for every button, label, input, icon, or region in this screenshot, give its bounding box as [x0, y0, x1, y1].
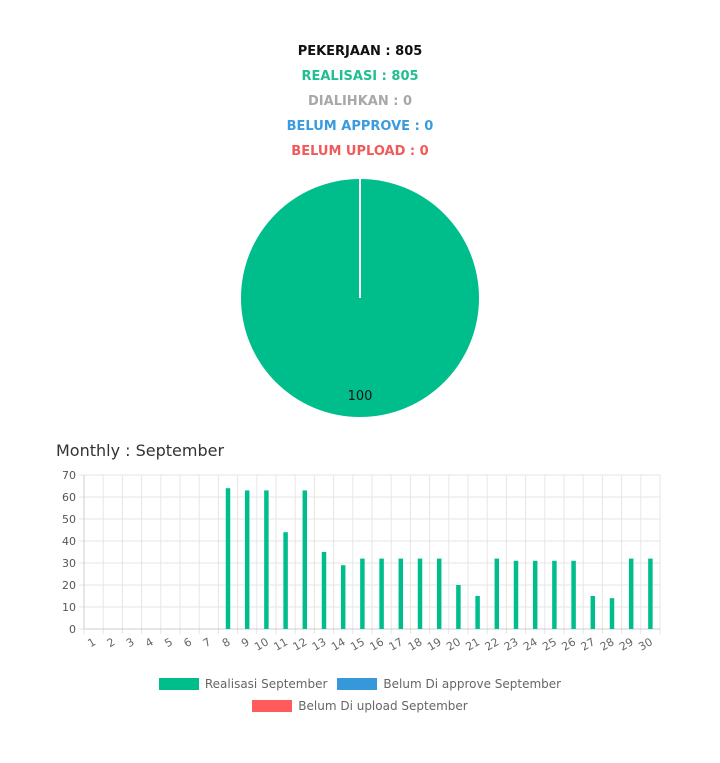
x-tick-label: 9 — [239, 635, 252, 650]
legend-item-approve[interactable]: Belum Di approve September — [337, 677, 561, 691]
x-tick-label: 19 — [425, 635, 444, 653]
x-tick-label: 29 — [617, 635, 636, 653]
legend-label-approve: Belum Di approve September — [383, 677, 562, 691]
x-tick-label: 23 — [502, 635, 521, 653]
bar[interactable] — [552, 560, 557, 629]
legend-label-upload: Belum Di upload September — [298, 699, 468, 713]
legend-label-realisasi: Realisasi September — [204, 677, 328, 691]
realisasi-total: REALISASI : 805 — [301, 69, 419, 84]
x-tick-label: 20 — [444, 635, 463, 653]
bar[interactable] — [225, 488, 231, 629]
bar[interactable] — [321, 552, 327, 629]
x-tick-label: 6 — [182, 635, 195, 650]
x-tick-label: 13 — [310, 635, 329, 653]
legend-swatch-approve — [337, 678, 378, 690]
y-tick-label: 30 — [62, 557, 76, 570]
pie-value-label: 100 — [348, 389, 373, 404]
bar[interactable] — [513, 560, 519, 629]
x-tick-label: 11 — [271, 635, 290, 653]
legend-swatch-upload — [252, 700, 293, 712]
bar[interactable] — [436, 558, 442, 629]
bar[interactable] — [571, 560, 576, 629]
y-tick-label: 50 — [62, 513, 76, 526]
bar[interactable] — [264, 490, 269, 629]
x-tick-label: 26 — [559, 635, 578, 653]
bar[interactable] — [628, 558, 634, 629]
bar[interactable] — [648, 558, 653, 629]
chart-legend: Realisasi September Belum Di approve Sep… — [0, 673, 720, 717]
x-tick-label: 4 — [143, 635, 156, 650]
dialihkan-total: DIALIHKAN : 0 — [308, 94, 412, 109]
x-tick-label: 30 — [636, 635, 655, 653]
bar[interactable] — [360, 558, 365, 629]
bar[interactable] — [532, 560, 538, 629]
x-tick-label: 5 — [162, 635, 175, 650]
bar[interactable] — [302, 490, 308, 629]
belum-upload-total: BELUM UPLOAD : 0 — [291, 144, 429, 159]
bar[interactable] — [475, 596, 480, 629]
pie-chart: 100 — [241, 179, 479, 417]
x-tick-label: 12 — [291, 635, 310, 653]
x-tick-label: 27 — [579, 635, 598, 653]
x-tick-label: 10 — [252, 635, 271, 653]
legend-item-upload[interactable]: Belum Di upload September — [252, 699, 468, 713]
x-tick-label: 7 — [201, 635, 214, 650]
stats-summary: PEKERJAAN : 805 REALISASI : 805 DIALIHKA… — [0, 42, 720, 167]
x-tick-label: 22 — [483, 635, 502, 653]
bar[interactable] — [590, 596, 596, 629]
bar[interactable] — [494, 558, 500, 629]
y-tick-label: 10 — [62, 601, 76, 614]
x-tick-label: 15 — [348, 635, 367, 653]
bar[interactable] — [244, 490, 250, 629]
bar[interactable] — [417, 558, 423, 629]
x-tick-label: 25 — [540, 635, 559, 653]
bar[interactable] — [379, 558, 384, 629]
x-tick-label: 2 — [105, 635, 118, 650]
legend-item-realisasi[interactable]: Realisasi September — [158, 677, 328, 691]
y-tick-label: 60 — [62, 491, 76, 504]
monthly-title: Monthly : September — [56, 441, 225, 460]
x-tick-label: 3 — [124, 635, 137, 650]
legend-swatch-realisasi — [158, 678, 199, 690]
bar[interactable] — [456, 585, 461, 629]
x-tick-label: 14 — [329, 635, 348, 653]
y-tick-label: 40 — [62, 535, 76, 548]
belum-approve-total: BELUM APPROVE : 0 — [286, 119, 434, 134]
pekerjaan-total: PEKERJAAN : 805 — [297, 44, 423, 59]
x-tick-label: 16 — [367, 635, 386, 653]
bar[interactable] — [609, 598, 615, 629]
x-tick-label: 8 — [220, 635, 233, 650]
x-tick-label: 24 — [521, 635, 540, 653]
bar[interactable] — [398, 558, 404, 629]
x-tick-label: 18 — [406, 635, 425, 653]
x-tick-label: 1 — [86, 635, 99, 650]
x-tick-label: 28 — [598, 635, 617, 653]
y-tick-label: 0 — [69, 623, 76, 636]
x-tick-label: 17 — [387, 635, 406, 653]
bar[interactable] — [340, 565, 346, 629]
x-tick-label: 21 — [463, 635, 482, 653]
bar[interactable] — [283, 532, 288, 629]
y-tick-label: 70 — [62, 469, 76, 482]
y-tick-label: 20 — [62, 579, 76, 592]
